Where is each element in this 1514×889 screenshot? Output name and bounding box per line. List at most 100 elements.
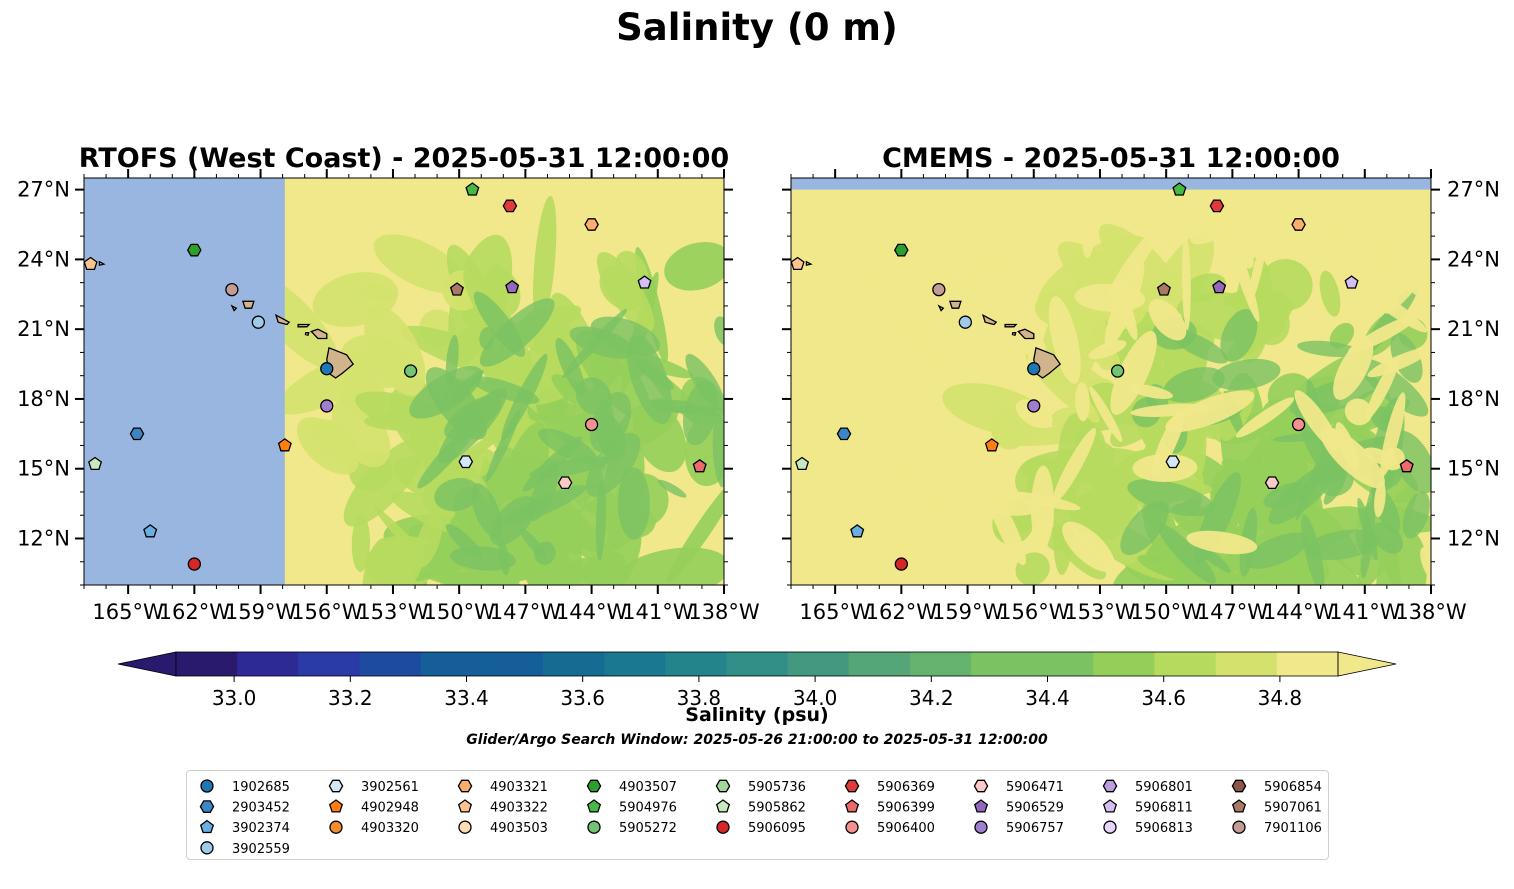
float-marker-5906400 — [584, 417, 599, 432]
float-marker-3902374 — [850, 524, 865, 538]
legend-marker-5906400 — [845, 820, 859, 834]
island — [274, 313, 291, 326]
legend-entry-label: 3902559 — [232, 842, 290, 857]
float-marker-5905862 — [795, 456, 810, 471]
colorbar-bin — [787, 652, 850, 676]
panel-title: RTOFS (West Coast) - 2025-05-31 12:00:00 — [79, 143, 729, 174]
legend-entry-label: 2903452 — [232, 801, 290, 816]
legend-entry-label: 5906400 — [877, 821, 935, 836]
legend-entry-label: 5904976 — [619, 801, 677, 816]
island — [230, 304, 238, 312]
legend-marker-3902559 — [200, 841, 214, 855]
colorbar-bin — [1154, 652, 1217, 676]
x-tick-label: 141°W — [622, 600, 694, 624]
island — [805, 260, 813, 267]
colorbar: 33.0 33.2 33.4 33.6 33.8 34.0 34.2 34.4 34.6 34.8 — [117, 651, 1397, 710]
colorbar-bin — [237, 652, 299, 676]
x-tick-label: 150°W — [1131, 600, 1203, 624]
colorbar-bin — [298, 652, 361, 676]
float-marker-5906529 — [505, 279, 520, 294]
legend-marker-4903503 — [458, 820, 472, 834]
float-marker-3902561 — [1165, 455, 1181, 469]
x-tick-label: 144°W — [1263, 600, 1335, 624]
y-tick-label: 21°N — [17, 317, 70, 341]
float-marker-3902559 — [251, 315, 265, 329]
colorbar-bin — [420, 652, 483, 676]
page-title: Salinity (0 m) — [616, 6, 898, 49]
x-tick-label: 147°W — [1197, 600, 1269, 624]
legend-entry-label: 5906854 — [1264, 780, 1322, 795]
y-tick-label: 12°N — [17, 527, 70, 551]
colorbar-bin — [971, 652, 1033, 676]
island — [1017, 328, 1035, 340]
legend-marker-5906813 — [1103, 820, 1117, 834]
salinity-field — [791, 178, 1431, 585]
float-marker-3902561 — [458, 455, 474, 469]
legend-marker-5906369 — [844, 779, 860, 793]
legend-marker-4903320 — [329, 820, 343, 834]
y-tick-label: 21°N — [1447, 317, 1500, 341]
x-tick-label: 141°W — [1329, 600, 1401, 624]
colorbar-tick-label: 33.8 — [677, 686, 722, 710]
y-tick-label: 15°N — [1447, 457, 1500, 481]
legend-entry-label: 5907061 — [1264, 801, 1322, 816]
float-marker-5904976 — [465, 182, 480, 196]
colorbar-bin — [848, 652, 911, 676]
legend-entry-label: 3902374 — [232, 821, 290, 836]
float-marker-5906095 — [894, 557, 908, 571]
legend-marker-3902561 — [328, 779, 344, 793]
island — [304, 332, 310, 336]
float-marker-5906095 — [187, 557, 201, 571]
x-tick-label: 138°W — [1395, 600, 1467, 624]
search-window-note: Glider/Argo Search Window: 2025-05-26 21… — [466, 732, 1048, 748]
legend-entry-label: 5906813 — [1135, 821, 1193, 836]
float-marker-5906811 — [637, 275, 652, 289]
colorbar-bin — [176, 652, 238, 676]
float-marker-5906471 — [557, 476, 573, 490]
colorbar-bin — [1215, 652, 1278, 676]
x-tick-label: 156°W — [998, 600, 1070, 624]
float-marker-5906369 — [1209, 199, 1225, 213]
island — [937, 304, 945, 312]
legend-entry-label: 5905272 — [619, 821, 677, 836]
legend-entry-label: 4903322 — [490, 801, 548, 816]
float-marker-4902948 — [984, 438, 999, 452]
legend-marker-4903322 — [457, 799, 473, 813]
legend-entry-label: 5905736 — [748, 780, 806, 795]
legend-entry-label: 5906801 — [1135, 780, 1193, 795]
legend-entry-label: 4903321 — [490, 780, 548, 795]
colorbar-label: Salinity (psu) — [685, 704, 829, 726]
legend-entry-label: 5906471 — [1006, 780, 1064, 795]
float-marker-4903322 — [84, 256, 98, 271]
colorbar-tick-label: 34.4 — [1025, 686, 1070, 710]
island — [297, 323, 311, 328]
float-marker-5906369 — [502, 199, 518, 213]
legend-marker-2903452 — [199, 800, 215, 813]
float-marker-7901106 — [225, 282, 239, 297]
island — [981, 313, 998, 326]
float-marker-3902374 — [143, 524, 158, 538]
island — [1011, 332, 1017, 336]
float-marker-1902685 — [1027, 362, 1041, 376]
float-marker-4903321 — [584, 218, 599, 231]
float-marker-5907061 — [1156, 282, 1171, 296]
float-marker-4903322 — [791, 256, 805, 271]
float-marker-5906529 — [1212, 279, 1227, 294]
x-tick-label: 159°W — [932, 600, 1004, 624]
y-tick-label: 15°N — [17, 457, 70, 481]
panel-title: CMEMS - 2025-05-31 12:00:00 — [882, 143, 1340, 174]
legend-marker-1902685 — [200, 779, 214, 793]
legend-marker-4902948 — [328, 799, 344, 813]
x-tick-label: 153°W — [357, 600, 429, 624]
cmems-map-panel: CMEMS - 2025-05-31 12:00:00 165°W162°W159… — [782, 143, 1500, 624]
colorbar-tick-label: 33.2 — [328, 686, 373, 710]
legend: 1902685 2903452 3902374 3902559 3902561 49029… — [186, 770, 1329, 860]
float-marker-4902948 — [277, 438, 292, 452]
y-tick-label: 12°N — [1447, 527, 1500, 551]
legend-marker-4903507 — [586, 779, 602, 793]
float-marker-5904976 — [1172, 182, 1187, 196]
x-tick-label: 159°W — [225, 600, 297, 624]
legend-marker-5907061 — [1231, 799, 1247, 813]
legend-marker-5906471 — [973, 779, 989, 793]
out-of-domain-mask — [791, 178, 1431, 190]
